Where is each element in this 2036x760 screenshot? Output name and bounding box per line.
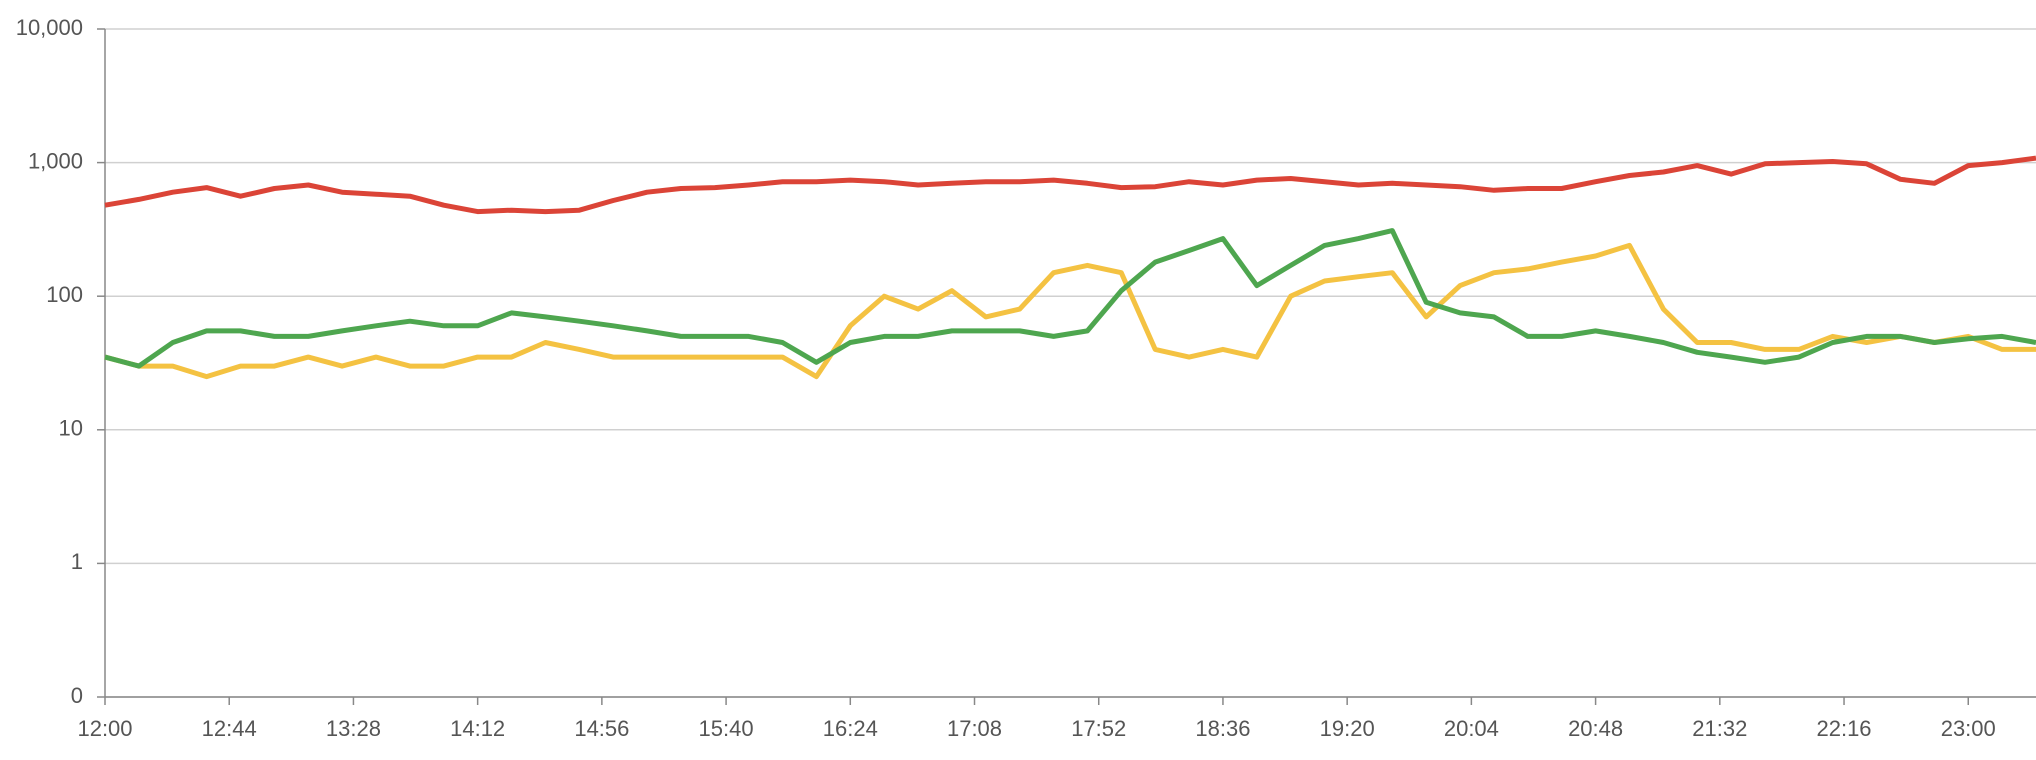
x-tick-label: 17:52 (1071, 716, 1126, 741)
x-tick-label: 21:32 (1692, 716, 1747, 741)
x-tick-label: 20:48 (1568, 716, 1623, 741)
x-tick-label: 12:44 (202, 716, 257, 741)
x-tick-label: 15:40 (699, 716, 754, 741)
series-line (104, 228, 2036, 369)
x-tick-label: 19:20 (1320, 716, 1375, 741)
series-line (104, 242, 2036, 380)
y-tick-label: 0 (71, 683, 83, 708)
y-tick-label: 1,000 (28, 148, 83, 173)
x-tick-label: 23:00 (1941, 716, 1996, 741)
y-tick-label: 100 (46, 282, 83, 307)
x-tick-label: 22:16 (1816, 716, 1871, 741)
x-tick-label: 17:08 (947, 716, 1002, 741)
y-tick-label: 10 (59, 416, 83, 441)
x-tick-label: 14:12 (450, 716, 505, 741)
x-tick-label: 16:24 (823, 716, 878, 741)
x-tick-label: 18:36 (1195, 716, 1250, 741)
x-tick-label: 20:04 (1444, 716, 1499, 741)
series-line (104, 155, 2036, 215)
x-tick-label: 12:00 (77, 716, 132, 741)
y-tick-label: 1 (71, 549, 83, 574)
x-tick-label: 14:56 (574, 716, 629, 741)
y-tick-label: 10,000 (16, 15, 83, 40)
x-tick-label: 13:28 (326, 716, 381, 741)
